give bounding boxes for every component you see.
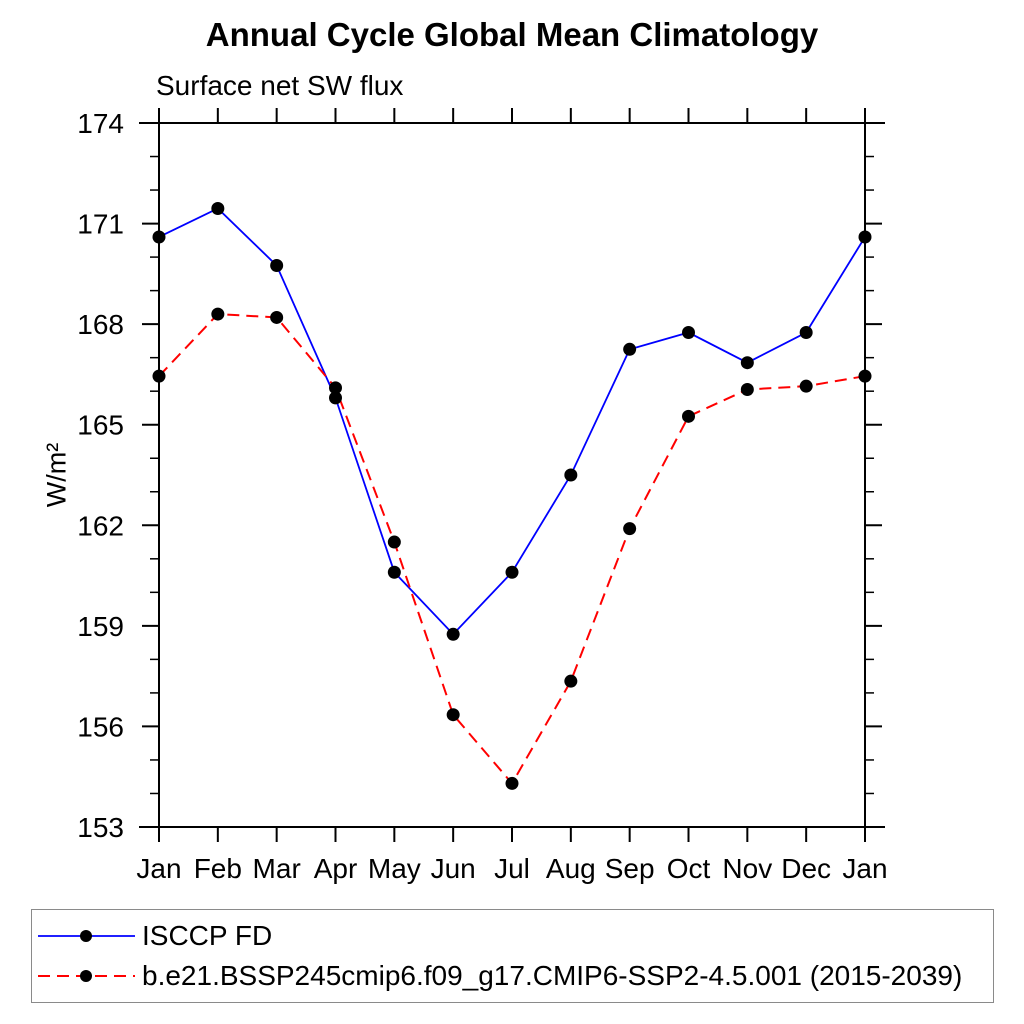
data-point-marker-0 [682, 326, 695, 340]
month-label: Apr [314, 853, 358, 884]
data-point-marker-0 [446, 627, 460, 641]
month-label: Oct [667, 853, 711, 884]
legend-sample-marker [80, 930, 92, 942]
month-label: Feb [194, 853, 242, 884]
legend-label-model: b.e21.BSSP245cmip6.f09_g17.CMIP6-SSP2-4.… [142, 960, 963, 991]
data-point-marker-0 [799, 326, 813, 340]
data-point-marker-0 [505, 565, 519, 579]
series-line-1 [158, 313, 866, 786]
month-label: Dec [781, 853, 831, 884]
month-label: May [368, 853, 421, 884]
chart-title: Annual Cycle Global Mean Climatology [205, 16, 819, 53]
month-label: Sep [605, 853, 655, 884]
data-point-marker-1 [329, 381, 342, 395]
data-point-marker-0 [564, 468, 578, 482]
y-tick-label: 156 [77, 711, 124, 742]
data-point-marker-0 [270, 258, 284, 272]
data-point-marker-0 [211, 201, 225, 215]
data-point-marker-0 [152, 230, 166, 244]
data-point-marker-1 [564, 674, 578, 688]
data-point-marker-1 [446, 708, 460, 722]
month-label: Jan [842, 853, 887, 884]
data-point-marker-0 [387, 565, 401, 579]
legend-line-sample-solid [38, 930, 135, 942]
data-point-marker-1 [799, 379, 813, 393]
y-tick-label: 153 [77, 812, 124, 843]
y-tick-label: 165 [77, 410, 124, 441]
data-point-marker-1 [682, 409, 695, 423]
data-point-marker-1 [740, 383, 754, 397]
data-point-marker-1 [858, 369, 872, 383]
legend-box: ISCCP FD b.e21.BSSP245cmip6.f09_g17.CMIP… [31, 909, 994, 1003]
legend-label-obs: ISCCP FD [142, 920, 273, 951]
data-point-marker-1 [505, 776, 519, 790]
y-tick-label: 174 [77, 108, 124, 139]
data-point-marker-0 [858, 230, 872, 244]
data-point-marker-0 [740, 356, 754, 370]
legend-item-model: b.e21.BSSP245cmip6.f09_g17.CMIP6-SSP2-4.… [38, 956, 993, 996]
month-label: Jan [136, 853, 181, 884]
data-point-marker-1 [623, 522, 637, 536]
data-point-marker-0 [329, 391, 342, 405]
data-point-marker-1 [387, 535, 401, 549]
y-tick-label: 159 [77, 611, 124, 642]
month-label: Mar [253, 853, 301, 884]
y-tick-label: 168 [77, 309, 124, 340]
month-label: Nov [722, 853, 772, 884]
month-label: Jun [431, 853, 476, 884]
data-point-marker-1 [270, 310, 284, 324]
month-label: Jul [494, 853, 530, 884]
chart-subtitle: Surface net SW flux [156, 70, 404, 101]
data-point-marker-1 [152, 369, 166, 383]
data-point-marker-0 [623, 342, 637, 356]
legend-line-sample-dashed [38, 970, 135, 982]
data-point-marker-1 [211, 307, 225, 321]
y-tick-label: 171 [77, 209, 124, 240]
legend-sample-marker [80, 970, 92, 982]
legend-item-obs: ISCCP FD [38, 916, 993, 956]
month-label: Aug [546, 853, 596, 884]
y-tick-label: 162 [77, 510, 124, 541]
